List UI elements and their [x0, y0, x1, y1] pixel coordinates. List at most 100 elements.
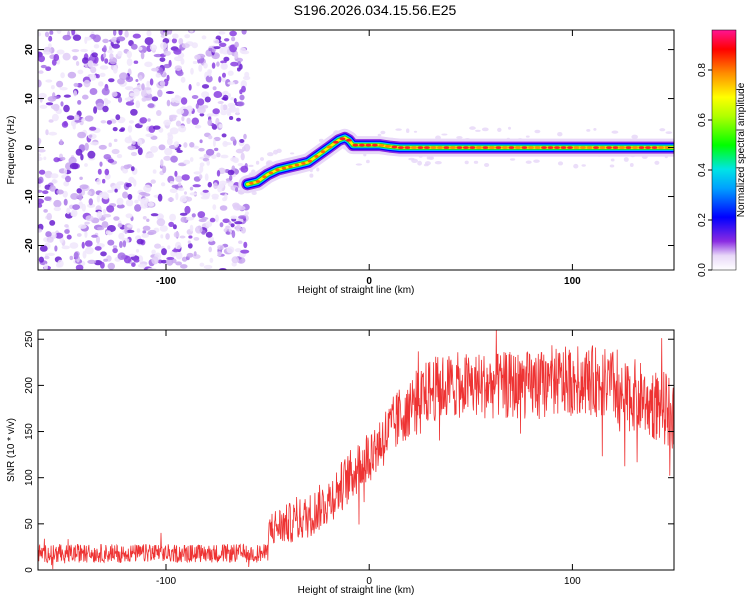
ridge-peak	[358, 143, 365, 147]
noise-blob	[38, 55, 45, 63]
noise-blob	[111, 43, 120, 49]
noise-blob	[533, 159, 540, 163]
noise-blob	[160, 159, 164, 167]
noise-blob	[59, 139, 63, 146]
noise-blob	[142, 87, 152, 91]
noise-blob	[128, 120, 135, 124]
noise-blob	[377, 133, 382, 137]
noise-blob	[76, 233, 82, 237]
noise-blob	[76, 188, 82, 194]
noise-blob	[74, 114, 80, 121]
noise-blob	[113, 216, 120, 221]
noise-blob	[173, 141, 180, 148]
noise-blob	[188, 235, 193, 239]
noise-blob	[316, 167, 320, 172]
noise-blob	[201, 91, 210, 98]
noise-blob	[102, 178, 106, 184]
noise-blob	[73, 251, 79, 260]
ridge-peak	[554, 146, 560, 150]
noise-blob	[229, 175, 233, 181]
noise-blob	[235, 224, 242, 232]
noise-blob	[151, 67, 159, 72]
noise-blob	[84, 115, 94, 122]
noise-blob	[171, 38, 177, 44]
noise-blob	[80, 48, 88, 53]
noise-blob	[167, 30, 173, 35]
noise-blob	[273, 149, 278, 155]
noise-blob	[120, 127, 126, 131]
ridge-peak	[482, 146, 489, 150]
noise-blob	[56, 80, 64, 88]
noise-blob	[201, 84, 210, 89]
noise-blob	[54, 232, 64, 239]
noise-blob	[130, 151, 138, 157]
noise-blob	[112, 65, 118, 74]
ridge-peak	[262, 175, 267, 179]
noise-blob	[106, 225, 116, 232]
noise-blob	[240, 227, 246, 234]
noise-blob	[72, 34, 82, 41]
noise-blob	[125, 182, 132, 188]
noise-blob	[176, 108, 185, 115]
noise-blob	[38, 203, 43, 208]
noise-blob	[484, 163, 490, 167]
noise-blob	[211, 193, 219, 199]
noise-blob	[233, 98, 237, 104]
noise-blob	[78, 224, 87, 229]
ridge-peak	[384, 144, 391, 148]
spectrogram-x-axis: -100 0 100	[156, 30, 581, 287]
noise-blob	[147, 202, 155, 207]
noise-blob	[140, 201, 149, 209]
noise-blob	[103, 193, 110, 200]
noise-blob	[159, 225, 168, 232]
noise-blob	[154, 243, 162, 249]
colorbar-tick-label: 0.8	[697, 63, 708, 77]
noise-blob	[77, 69, 84, 75]
noise-blob	[48, 35, 53, 42]
noise-blob	[49, 30, 54, 35]
noise-blob	[84, 163, 88, 167]
snr-x-tick-label: 0	[366, 576, 372, 587]
noise-blob	[57, 259, 64, 268]
noise-blob	[196, 98, 205, 106]
noise-blob	[78, 192, 83, 201]
noise-blob	[133, 179, 137, 187]
noise-blob	[49, 185, 56, 192]
noise-blob	[96, 226, 105, 231]
noise-blob	[203, 264, 213, 270]
noise-blob	[255, 160, 260, 165]
noise-blob	[212, 86, 217, 91]
noise-blob	[141, 233, 149, 238]
noise-blob	[64, 229, 70, 234]
noise-blob	[38, 32, 42, 37]
ridge-peak	[638, 146, 645, 150]
noise-blob	[230, 61, 239, 67]
noise-blob	[309, 173, 314, 178]
snr-y-tick-label: 0	[24, 567, 35, 573]
noise-blob	[206, 113, 213, 118]
noise-blob	[142, 225, 151, 231]
ridge-peak	[307, 159, 313, 163]
noise-blob	[417, 160, 422, 166]
noise-blob	[169, 188, 178, 194]
noise-blob	[205, 49, 214, 57]
noise-blob	[64, 224, 69, 228]
noise-blob	[193, 145, 199, 149]
noise-blob	[236, 101, 245, 107]
ridge-peak	[352, 143, 359, 147]
noise-blob	[99, 192, 105, 198]
noise-blob	[175, 175, 183, 182]
noise-blob	[141, 89, 147, 98]
noise-blob	[290, 152, 295, 155]
snr-y-tick-label: 200	[24, 377, 35, 394]
noise-blob	[144, 37, 154, 46]
noise-blob	[66, 115, 75, 120]
noise-blob	[103, 154, 112, 160]
noise-blob	[84, 221, 90, 225]
noise-blob	[216, 170, 221, 177]
ridge-peak	[580, 146, 586, 150]
noise-blob	[101, 87, 110, 96]
noise-blob	[47, 96, 57, 102]
noise-blob	[234, 248, 242, 253]
noise-blob	[219, 205, 228, 211]
